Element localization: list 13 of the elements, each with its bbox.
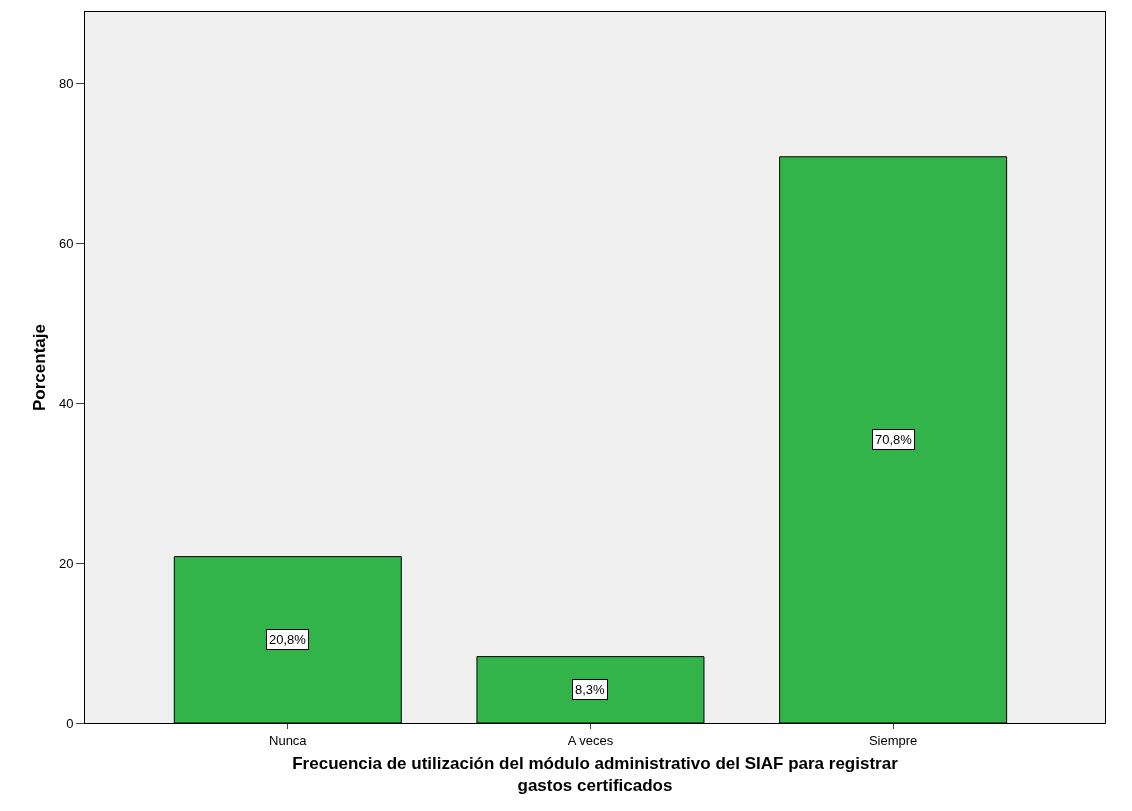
y-tick-label: 60: [58, 235, 74, 251]
y-tick-label: 0: [66, 715, 74, 731]
x-axis-title: Frecuencia de utilización del módulo administrativo del SIAF para registrar gastos certificados: [292, 754, 899, 796]
data-label: 70,8%: [875, 432, 913, 447]
x-tick-label: Nunca: [269, 732, 308, 748]
y-tick-label: 40: [58, 395, 74, 411]
y-tick-label: 20: [58, 555, 74, 571]
data-label: 20,8%: [269, 632, 307, 647]
y-tick-label: 80: [58, 75, 74, 91]
x-tick-label: A veces: [567, 732, 614, 748]
y-axis-title: Porcentaje: [30, 324, 50, 411]
data-label: 8,3%: [575, 682, 606, 697]
x-tick-label: Siempre: [868, 732, 918, 748]
